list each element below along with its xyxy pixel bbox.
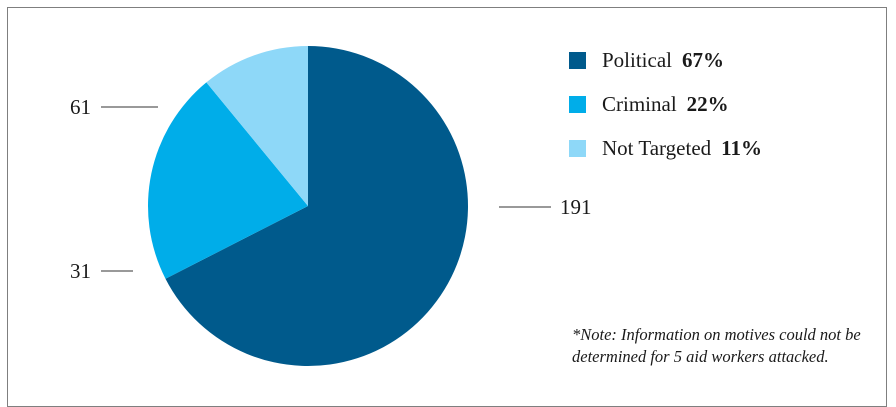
slice-value-label-criminal: 61 xyxy=(70,95,91,119)
chart-note: *Note: Information on motives could not … xyxy=(572,325,861,366)
pie-slice-criminal xyxy=(148,82,308,279)
legend-item-not-targeted: Not Targeted 11% xyxy=(569,136,762,160)
slice-value-label-not-targeted: 31 xyxy=(70,259,91,283)
slice-value-label-political: 191 xyxy=(560,195,592,219)
pie-slice-not-targeted xyxy=(206,45,308,206)
pie-slice-political xyxy=(165,46,469,366)
legend-percent-not-targeted: 11% xyxy=(721,135,762,160)
legend-swatch-criminal xyxy=(569,95,586,113)
legend-swatch-political xyxy=(569,51,586,69)
legend-item-political: Political 67% xyxy=(569,48,762,72)
legend-percent-political: 67% xyxy=(682,47,724,72)
legend-label-not-targeted: Not Targeted xyxy=(602,135,712,160)
legend-label-political: Political xyxy=(602,47,672,72)
legend-item-criminal: Criminal 22% xyxy=(569,92,762,116)
legend-label-criminal: Criminal xyxy=(602,91,677,116)
legend-percent-criminal: 22% xyxy=(686,91,729,116)
pie-chart: 191 61 31 xyxy=(70,45,592,366)
legend-swatch-not-targeted xyxy=(569,139,586,157)
chart-frame: 191 61 31 Political 67% Criminal 22% Not T… xyxy=(7,7,887,407)
legend: Political 67% Criminal 22% Not Targeted … xyxy=(569,48,762,180)
